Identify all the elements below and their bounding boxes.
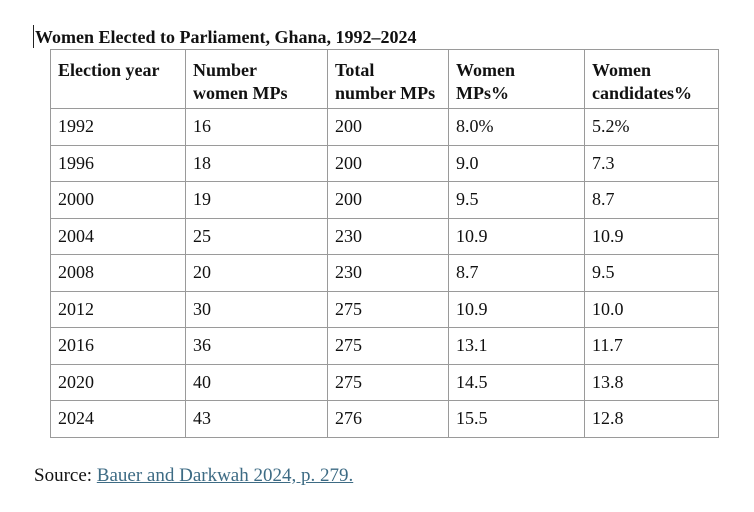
source-note: Source: Bauer and Darkwah 2024, p. 279.	[34, 464, 353, 488]
table-cell: 2000	[50, 181, 186, 219]
table-cell: 30	[185, 290, 328, 328]
table-cell: 5.2%	[584, 108, 719, 146]
header-line: Total	[335, 60, 375, 80]
table-cell: 275	[327, 327, 449, 365]
table-cell: 275	[327, 290, 449, 328]
table-cell: 8.0%	[448, 108, 585, 146]
table-row: 2000 19 200 9.5 8.7	[50, 181, 719, 219]
table-cell: 7.3	[584, 144, 719, 182]
header-line: Women	[592, 60, 652, 80]
header-cell-women-candidates-percent: Women candidates%	[584, 49, 719, 109]
header-line: Number	[193, 60, 257, 80]
table-cell: 13.1	[448, 327, 585, 365]
table-cell: 16	[185, 108, 328, 146]
table-cell: 18	[185, 144, 328, 182]
data-table: Election year Number women MPs Total num…	[50, 49, 719, 438]
table-cell: 9.5	[584, 254, 719, 292]
table-row: 2016 36 275 13.1 11.7	[50, 327, 719, 365]
header-line: women MPs	[193, 83, 288, 103]
table-cell: 2020	[50, 363, 186, 401]
header-line: MPs%	[456, 83, 509, 103]
header-cell-women-mps-percent: Women MPs%	[448, 49, 585, 109]
table-row: 2012 30 275 10.9 10.0	[50, 290, 719, 328]
table-cell: 25	[185, 217, 328, 255]
table-cell: 230	[327, 217, 449, 255]
source-link[interactable]: Bauer and Darkwah 2024, p. 279.	[96, 465, 354, 486]
table-cell: 9.5	[448, 181, 585, 219]
table-row: 2004 25 230 10.9 10.9	[50, 217, 719, 255]
table-cell: 200	[327, 108, 449, 146]
table-cell: 10.9	[448, 290, 585, 328]
table-cell: 13.8	[584, 363, 719, 401]
table-cell: 19	[185, 181, 328, 219]
table-cell: 15.5	[448, 400, 585, 438]
table-row: 2008 20 230 8.7 9.5	[50, 254, 719, 292]
table-cell: 9.0	[448, 144, 585, 182]
table-cell: 10.9	[448, 217, 585, 255]
table-cell: 2008	[50, 254, 186, 292]
left-edge-mark	[33, 25, 34, 48]
table-cell: 36	[185, 327, 328, 365]
table-cell: 40	[185, 363, 328, 401]
table-cell: 2004	[50, 217, 186, 255]
table-row: 1996 18 200 9.0 7.3	[50, 144, 719, 182]
header-line: candidates%	[592, 83, 693, 103]
table-cell: 230	[327, 254, 449, 292]
table-cell: 275	[327, 363, 449, 401]
header-cell-number-women-mps: Number women MPs	[185, 49, 328, 109]
table-cell: 276	[327, 400, 449, 438]
table-cell: 12.8	[584, 400, 719, 438]
header-line: Election year	[58, 60, 160, 80]
table-cell: 43	[185, 400, 328, 438]
table-title: Women Elected to Parliament, Ghana, 1992…	[35, 27, 417, 47]
source-prefix: Source:	[34, 465, 97, 486]
table-cell: 2016	[50, 327, 186, 365]
header-cell-total-number-mps: Total number MPs	[327, 49, 449, 109]
header-line: number MPs	[335, 83, 436, 103]
table-cell: 8.7	[448, 254, 585, 292]
table-cell: 2024	[50, 400, 186, 438]
table-cell: 200	[327, 181, 449, 219]
table-cell: 8.7	[584, 181, 719, 219]
table-cell: 11.7	[584, 327, 719, 365]
header-cell-election-year: Election year	[50, 49, 186, 109]
table-row: 2020 40 275 14.5 13.8	[50, 363, 719, 401]
table-cell: 14.5	[448, 363, 585, 401]
table-row: 2024 43 276 15.5 12.8	[50, 400, 719, 438]
table-cell: 1992	[50, 108, 186, 146]
table-cell: 2012	[50, 290, 186, 328]
table-cell: 10.9	[584, 217, 719, 255]
table-cell: 200	[327, 144, 449, 182]
header-line: Women	[456, 60, 516, 80]
header-row: Election year Number women MPs Total num…	[50, 49, 719, 109]
table-row: 1992 16 200 8.0% 5.2%	[50, 108, 719, 146]
table-cell: 1996	[50, 144, 186, 182]
table-cell: 20	[185, 254, 328, 292]
table-cell: 10.0	[584, 290, 719, 328]
